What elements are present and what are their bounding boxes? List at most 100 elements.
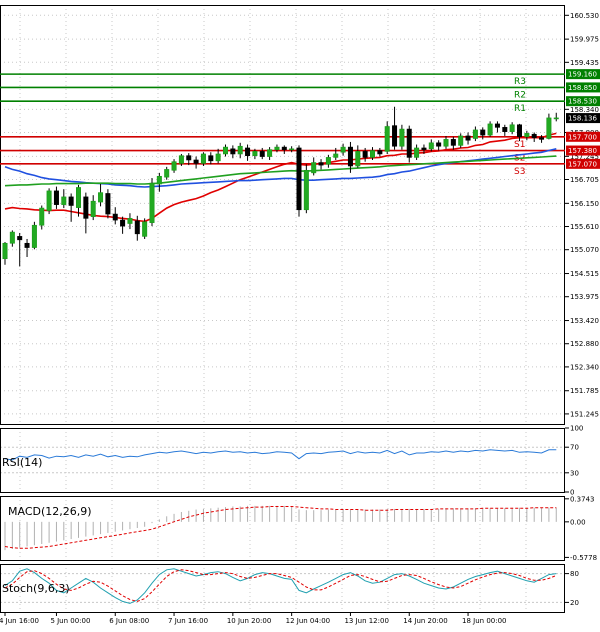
candle-body bbox=[546, 117, 552, 139]
level-price-tag bbox=[566, 82, 600, 93]
candle-body bbox=[458, 135, 464, 146]
y-tick-label: 158.340 bbox=[570, 106, 599, 114]
candle-body bbox=[362, 151, 368, 158]
rsi-y-tick-label: 70 bbox=[570, 444, 579, 452]
candle-body bbox=[487, 123, 493, 136]
x-tick-label: 10 Jun 20:00 bbox=[227, 617, 271, 625]
candle-body bbox=[156, 175, 162, 185]
candle-body bbox=[98, 192, 104, 203]
macd-title: MACD(12,26,9) bbox=[8, 505, 92, 518]
x-tick-label: 13 Jun 12:00 bbox=[344, 617, 388, 625]
candle-body bbox=[414, 147, 420, 158]
candle-body bbox=[90, 200, 96, 217]
candle-body bbox=[215, 153, 221, 162]
candle-body bbox=[333, 153, 339, 158]
candle-body bbox=[193, 159, 199, 164]
level-price-tag bbox=[566, 69, 600, 80]
candle-body bbox=[377, 150, 383, 155]
candle-body bbox=[120, 219, 126, 227]
level-name-r1: R1 bbox=[514, 104, 526, 114]
candle-body bbox=[208, 155, 214, 162]
candle-body bbox=[369, 150, 375, 158]
candle-body bbox=[112, 213, 118, 221]
candle-body bbox=[340, 146, 346, 153]
candle-body bbox=[421, 147, 427, 150]
y-tick-label: 159.975 bbox=[570, 36, 599, 44]
level-price-tag bbox=[566, 158, 600, 169]
level-price-tag bbox=[566, 96, 600, 107]
macd-panel: 0.3743 0.00 -0.5778 MACD(12,26,9) bbox=[0, 495, 597, 562]
current-price-tag bbox=[566, 113, 600, 124]
candle-body bbox=[281, 146, 287, 150]
candle-body bbox=[465, 135, 471, 141]
rsi-line bbox=[4, 449, 557, 461]
rsi-frame bbox=[0, 428, 565, 493]
candle-body bbox=[289, 148, 295, 151]
y-tick-label: 157.245 bbox=[570, 153, 599, 161]
candle-body bbox=[127, 218, 133, 224]
candle-body bbox=[186, 155, 192, 161]
level-price-label: 157.700 bbox=[568, 133, 597, 141]
y-tick-label: 155.610 bbox=[570, 223, 599, 231]
candle-body bbox=[149, 182, 155, 223]
level-price-label: 159.160 bbox=[568, 71, 597, 79]
candle-body bbox=[68, 196, 74, 206]
candle-body bbox=[325, 157, 331, 165]
x-tick-label: 18 Jun 00:00 bbox=[462, 617, 506, 625]
level-name-r2: R2 bbox=[514, 90, 526, 100]
candle-body bbox=[53, 190, 59, 205]
candle-body bbox=[480, 129, 486, 136]
rsi-y-tick-label: 100 bbox=[570, 425, 583, 433]
candle-body bbox=[31, 224, 37, 248]
candle-body bbox=[178, 155, 184, 164]
candle-body bbox=[318, 162, 324, 166]
candle-body bbox=[252, 151, 258, 156]
candle-body bbox=[531, 133, 537, 138]
candle-body bbox=[524, 133, 530, 138]
candle-body bbox=[24, 242, 30, 248]
candle-body bbox=[39, 207, 45, 226]
x-tick-label: 12 Jun 04:00 bbox=[286, 617, 330, 625]
candle-body bbox=[134, 220, 140, 235]
candle-body bbox=[142, 221, 148, 237]
y-tick-label: 159.435 bbox=[570, 59, 599, 67]
x-tick-label: 7 Jun 16:00 bbox=[168, 617, 208, 625]
candle-body bbox=[539, 137, 545, 140]
y-tick-label: 160.530 bbox=[570, 12, 599, 20]
level-price-tag bbox=[566, 145, 600, 156]
macd-frame bbox=[0, 496, 565, 561]
candle-body bbox=[311, 162, 317, 174]
y-tick-label: 154.515 bbox=[570, 270, 599, 278]
candle-body bbox=[2, 242, 8, 260]
level-name-s3: S3 bbox=[514, 167, 525, 177]
candle-body bbox=[46, 190, 52, 211]
candle-body bbox=[61, 196, 67, 205]
candle-body bbox=[472, 129, 478, 139]
y-tick-label: 151.785 bbox=[570, 387, 599, 395]
candle-body bbox=[223, 146, 229, 155]
y-tick-label: 155.070 bbox=[570, 246, 599, 254]
stoch-line bbox=[4, 569, 557, 602]
macd-y-tick-label: 0.00 bbox=[570, 518, 586, 526]
stoch-line bbox=[4, 568, 557, 604]
candle-body bbox=[553, 117, 559, 120]
level-price-label: 157.070 bbox=[568, 160, 597, 168]
x-tick-label: 6 Jun 08:00 bbox=[109, 617, 149, 625]
candle-body bbox=[267, 149, 273, 157]
stoch-frame bbox=[0, 564, 565, 613]
moving-average-line bbox=[4, 132, 557, 223]
y-tick-label: 156.150 bbox=[570, 200, 599, 208]
stoch-title: Stoch(9,6,3) bbox=[2, 582, 70, 595]
moving-average-line bbox=[4, 155, 557, 187]
y-tick-label: 153.420 bbox=[570, 317, 599, 325]
level-name-r3: R3 bbox=[514, 77, 526, 87]
price-frame bbox=[0, 5, 565, 425]
candle-body bbox=[347, 146, 353, 167]
macd-y-tick-label: -0.5778 bbox=[570, 554, 597, 562]
current-price-label: 158.136 bbox=[568, 115, 597, 123]
candle-body bbox=[516, 124, 522, 138]
rsi-y-tick-label: 0 bbox=[570, 489, 574, 497]
x-axis: 4 Jun 16:00 5 Jun 00:00 6 Jun 08:00 7 Jun 1… bbox=[0, 612, 507, 625]
macd-signal-line bbox=[4, 506, 557, 549]
